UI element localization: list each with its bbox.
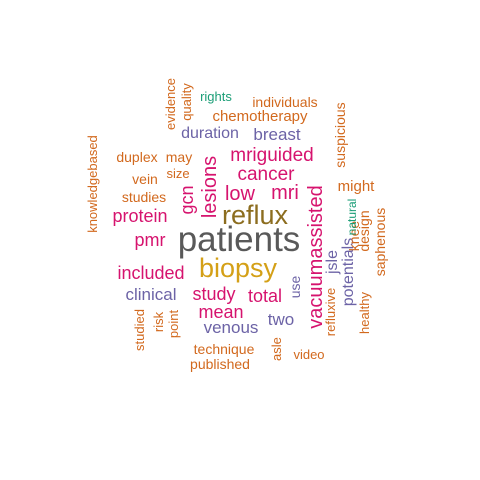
word-natural: natural bbox=[345, 199, 359, 236]
word-gcn: gcn bbox=[177, 185, 197, 214]
word-venous: venous bbox=[204, 318, 259, 337]
word-low: low bbox=[225, 183, 256, 205]
word-vacuumassisted: vacuumassisted bbox=[305, 185, 327, 328]
word-two: two bbox=[268, 310, 294, 329]
word-video: video bbox=[293, 347, 324, 362]
word-total: total bbox=[248, 286, 282, 306]
word-individuals: individuals bbox=[252, 94, 317, 110]
word-quality: quality bbox=[179, 83, 194, 121]
word-duration: duration bbox=[181, 125, 239, 142]
word-studies: studies bbox=[122, 189, 166, 205]
word-mri: mri bbox=[271, 182, 299, 204]
word-clinical: clinical bbox=[125, 285, 176, 304]
word-patients: patients bbox=[178, 220, 301, 259]
word-risk: risk bbox=[151, 311, 166, 332]
word-technique: technique bbox=[194, 341, 255, 357]
word-size: size bbox=[166, 166, 189, 181]
word-knowledgebased: knowledgebased bbox=[85, 135, 100, 233]
word-study: study bbox=[192, 284, 235, 304]
word-potentials: potentials bbox=[340, 238, 357, 307]
word-jsle: jsle bbox=[324, 250, 341, 275]
word-asle: asle bbox=[269, 337, 284, 361]
word-mriguided: mriguided bbox=[230, 145, 313, 166]
word-knee: knee bbox=[346, 221, 362, 252]
word-chemotherapy: chemotherapy bbox=[212, 108, 308, 125]
word-might: might bbox=[338, 178, 376, 195]
word-published: published bbox=[190, 356, 250, 372]
word-included: included bbox=[117, 263, 184, 283]
word-refluxive: refluxive bbox=[323, 288, 338, 336]
word-use: use bbox=[287, 276, 303, 299]
word-pmr: pmr bbox=[135, 230, 166, 250]
word-reflux: reflux bbox=[222, 200, 289, 230]
word-mean: mean bbox=[198, 302, 243, 322]
word-saphenous: saphenous bbox=[372, 208, 388, 277]
word-duplex: duplex bbox=[116, 149, 157, 165]
word-rights: rights bbox=[200, 89, 232, 104]
word-studied: studied bbox=[132, 309, 147, 351]
word-lesions: lesions bbox=[199, 156, 221, 218]
word-may: may bbox=[166, 149, 192, 165]
word-evidence: evidence bbox=[163, 78, 178, 130]
word-point: point bbox=[166, 310, 181, 339]
word-breast: breast bbox=[253, 125, 301, 144]
word-vein: vein bbox=[132, 171, 158, 187]
word-healthy: healthy bbox=[357, 292, 372, 334]
word-design: design bbox=[356, 210, 372, 251]
word-biopsy: biopsy bbox=[199, 253, 278, 283]
word-cancer: cancer bbox=[237, 164, 295, 185]
word-protein: protein bbox=[112, 206, 167, 226]
word-suspicious: suspicious bbox=[332, 102, 348, 167]
